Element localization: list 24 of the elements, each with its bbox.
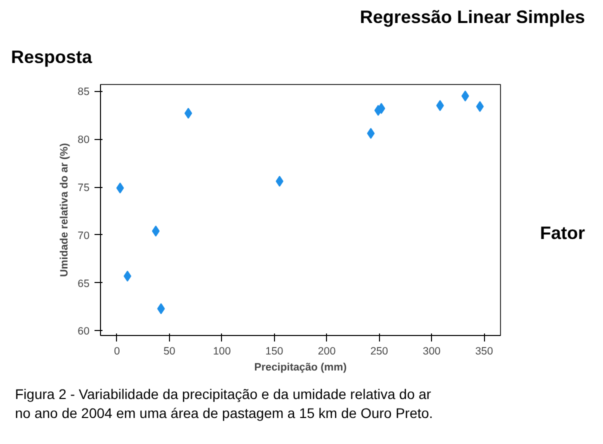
text: Figura 2 - Variabilidade da precipitação e da umidade relativa do ar [15, 386, 432, 402]
point [461, 90, 470, 102]
point [184, 108, 192, 119]
x-tick-label: 100 [212, 346, 231, 358]
x-tick-label: 300 [422, 346, 441, 358]
chart-title: Regressão Linear Simples [360, 6, 585, 29]
text: Fator [540, 222, 585, 245]
text: Resposta [11, 46, 92, 69]
y-tick-label: 70 [78, 230, 90, 242]
x-tick-label: 150 [265, 346, 284, 358]
y-axis-title: Umidade relativa do ar (%) [58, 142, 71, 277]
point [152, 226, 160, 237]
x-tick-label: 200 [318, 346, 336, 358]
x-tick-label: 50 [163, 346, 176, 358]
x-tick-label: 250 [370, 346, 388, 358]
y-tick-label: 60 [78, 326, 90, 338]
y-tick-label: 80 [78, 134, 90, 146]
x-axis-title: Precipitação (mm) [254, 362, 348, 374]
text: no ano de 2004 em uma área de pastagem a 15 km de Ouro Preto. [15, 405, 433, 421]
x-tick-label: 0 [114, 346, 120, 358]
x-tick-label: 350 [475, 346, 494, 358]
y-tick-label: 65 [78, 278, 90, 290]
y-tick-label: 75 [78, 182, 90, 194]
y-tick-label: 85 [78, 86, 90, 98]
